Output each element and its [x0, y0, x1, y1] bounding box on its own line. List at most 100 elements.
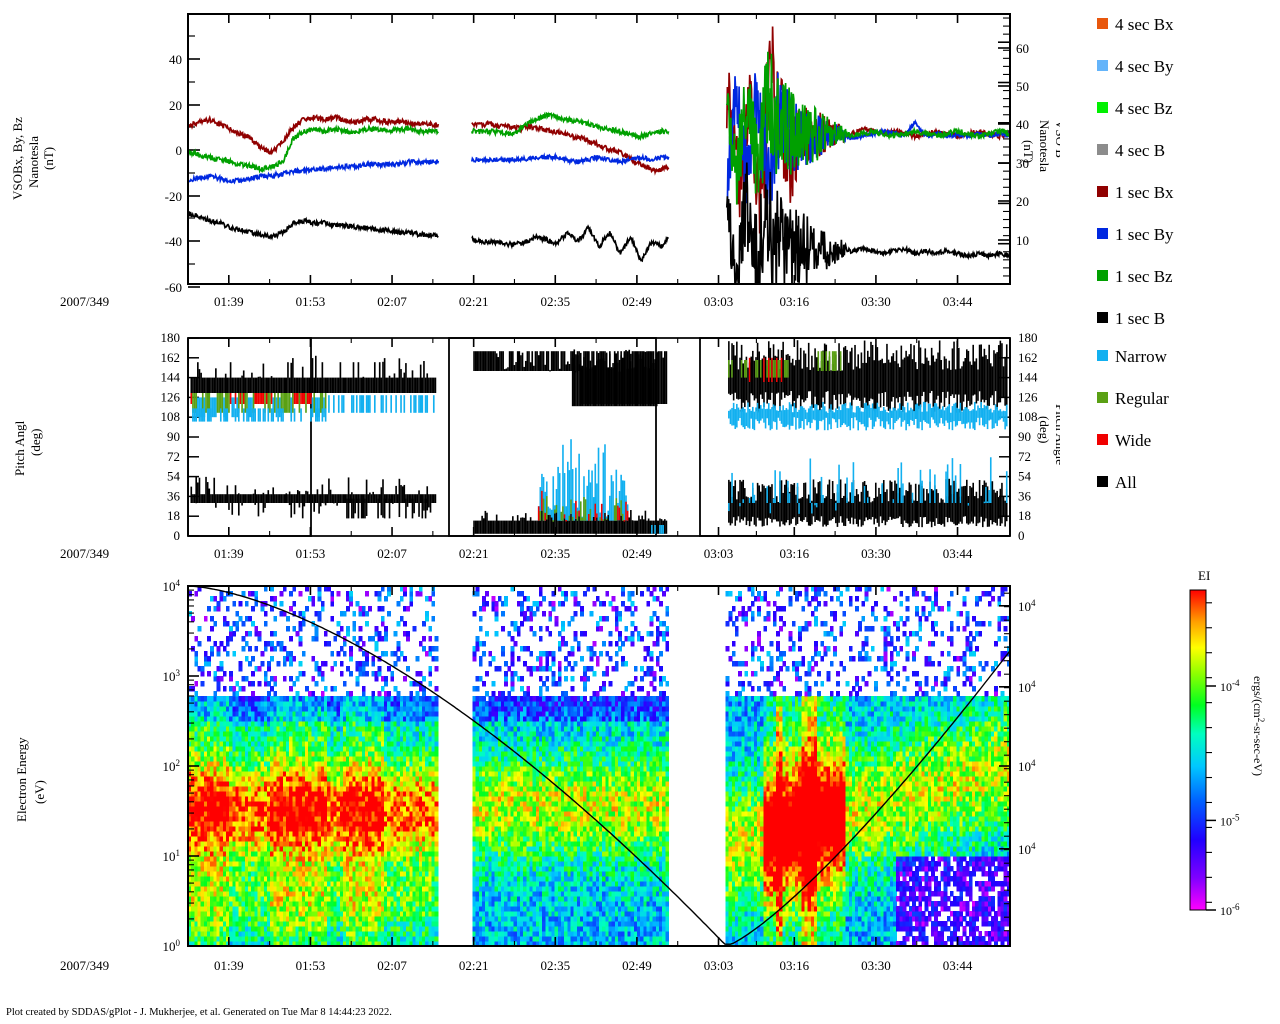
panel2-pitch-bar: [362, 376, 365, 393]
legend-swatch: [1097, 144, 1108, 155]
panel2-pitch-bar: [759, 405, 762, 421]
panel2-pitch-bar: [306, 491, 309, 503]
panel2-pitch-bar: [229, 494, 232, 503]
panel2-pitch-bar: [326, 377, 329, 393]
panel2-pitch-bar: [942, 499, 944, 524]
panel2-pitch-bar: [863, 485, 866, 503]
panel2-pitch-bar: [260, 494, 263, 503]
panel2-pitch-bar: [854, 344, 856, 398]
panel2-pitch-bar: [568, 515, 571, 521]
panel2-pitch-bar: [626, 368, 629, 407]
panel2-pitch-bar: [589, 368, 592, 407]
panel2-pitch-bar: [552, 351, 555, 371]
panel2-pitch-bar: [520, 517, 522, 534]
panel2-pitch-bar: [242, 408, 245, 422]
panel2-ytick-right: 126: [1018, 389, 1038, 404]
panel2-pitch-bar: [790, 484, 792, 524]
panel2-pitch-bar: [894, 361, 896, 411]
panel2-pitch-bar: [594, 365, 597, 407]
panel2-pitch-bar: [336, 377, 338, 393]
panel2-pitch-bar: [486, 512, 488, 534]
panel2-pitch-bar: [782, 405, 784, 427]
panel2-pitch-bar: [537, 355, 540, 371]
panel2-pitch-bar: [576, 511, 579, 521]
panel2-pitch-bar: [432, 377, 435, 393]
panel2-pitch-bar: [966, 407, 968, 424]
panel2-pitch-bar: [411, 370, 414, 393]
panel2-pitch-bar: [246, 377, 248, 393]
panel2-pitch-bar: [759, 360, 762, 378]
panel2-ytick-right: 54: [1018, 469, 1032, 484]
panel1-ytick: 40: [169, 52, 182, 67]
panel2-pitch-bar: [410, 494, 412, 503]
panel2-pitch-bar: [835, 408, 837, 423]
panel2-pitch-bar: [605, 352, 608, 407]
panel2-pitch-bar: [264, 494, 266, 508]
panel2-pitch-bar: [620, 515, 622, 534]
legend-label: 1 sec Bz: [1115, 267, 1173, 286]
panel2-pitch-bar: [657, 351, 660, 404]
panel2-pitch-bar: [410, 395, 412, 413]
panel2-pitch-bar: [887, 412, 890, 425]
panel2-pitch-bar: [400, 395, 402, 413]
panel2-pitch-bar: [508, 351, 511, 371]
panel2-pitch-bar: [874, 344, 877, 413]
panel2-pitch-bar: [943, 410, 946, 426]
panel2-pitch-bar: [272, 397, 275, 418]
panel2-pitch-bar: [591, 367, 593, 407]
panel2-pitch-bar: [803, 407, 805, 430]
panel2-pitch-bar: [775, 496, 778, 522]
panel2-pitch-bar: [988, 344, 990, 406]
panel2-pitch-bar: [344, 377, 347, 393]
panel2-pitch-bar: [615, 498, 618, 521]
panel2-pitch-bar: [318, 408, 320, 422]
panel2-pitch-bar: [408, 377, 411, 393]
panel2-pitch-bar: [487, 351, 490, 371]
panel2-pitch-bar: [804, 353, 807, 401]
panel2-pitch-bar: [887, 501, 890, 520]
panel2-pitch-bar: [246, 408, 248, 422]
panel2-pitch-bar: [807, 342, 810, 392]
panel2-pitch-bar: [362, 395, 365, 413]
panel2-pitch-bar: [822, 494, 824, 503]
panel2-pitch-bar: [830, 404, 832, 430]
panel2-pitch-bar: [981, 408, 984, 426]
panel2-ylabel-right: Pitch Angle (deg): [1037, 404, 1060, 465]
panel2-ytick-right: 36: [1018, 488, 1032, 503]
panel2-pitch-bar: [918, 405, 920, 429]
panel2-pitch-bar: [355, 494, 358, 503]
panel2-pitch-bar: [231, 494, 234, 515]
panel2-pitch-bar: [560, 511, 563, 521]
panel2-pitch-bar: [739, 479, 741, 523]
panel2-pitch-bar: [809, 500, 812, 526]
panel2-pitch-bar: [195, 408, 198, 422]
panel2-pitch-bar: [507, 520, 509, 534]
panel2-pitch-bar: [313, 377, 315, 393]
panel2-pitch-bar: [429, 494, 432, 513]
panel2-pitch-bar: [365, 395, 368, 413]
panel2-pitch-bar: [280, 393, 283, 413]
panel2-pitch-bar: [518, 351, 521, 371]
panel2-pitch-bar: [344, 494, 347, 503]
panel2-pitch-bar: [769, 503, 772, 514]
panel2-pitch-bar: [878, 360, 880, 394]
panel2-pitch-bar: [589, 482, 592, 521]
panel2-pitch-bar: [552, 476, 555, 521]
panel2-pitch-bar: [256, 377, 258, 393]
panel2-pitch-bar: [609, 353, 611, 407]
panel2-pitch-bar: [977, 369, 979, 401]
panel1-ylabel-left-line2: Nanotesla: [26, 136, 41, 188]
panel2-pitch-bar: [752, 350, 754, 396]
panel2-pitch-bar: [405, 363, 407, 393]
panel2-pitch-bar: [383, 498, 386, 519]
panel2-pitch-bar: [364, 377, 366, 393]
panel2-pitch-bar: [633, 367, 635, 407]
panel2-pitch-bar: [962, 409, 965, 424]
panel2-pitch-bar: [373, 494, 376, 503]
panel2-pitch-bar: [547, 506, 550, 515]
panel2-pitch-bar: [980, 495, 982, 517]
panel2-pitch-bar: [908, 482, 911, 528]
panel2-pitch-bar: [314, 494, 317, 503]
panel2-pitch-bar: [528, 351, 530, 371]
panel2-pitch-bar: [739, 503, 741, 507]
